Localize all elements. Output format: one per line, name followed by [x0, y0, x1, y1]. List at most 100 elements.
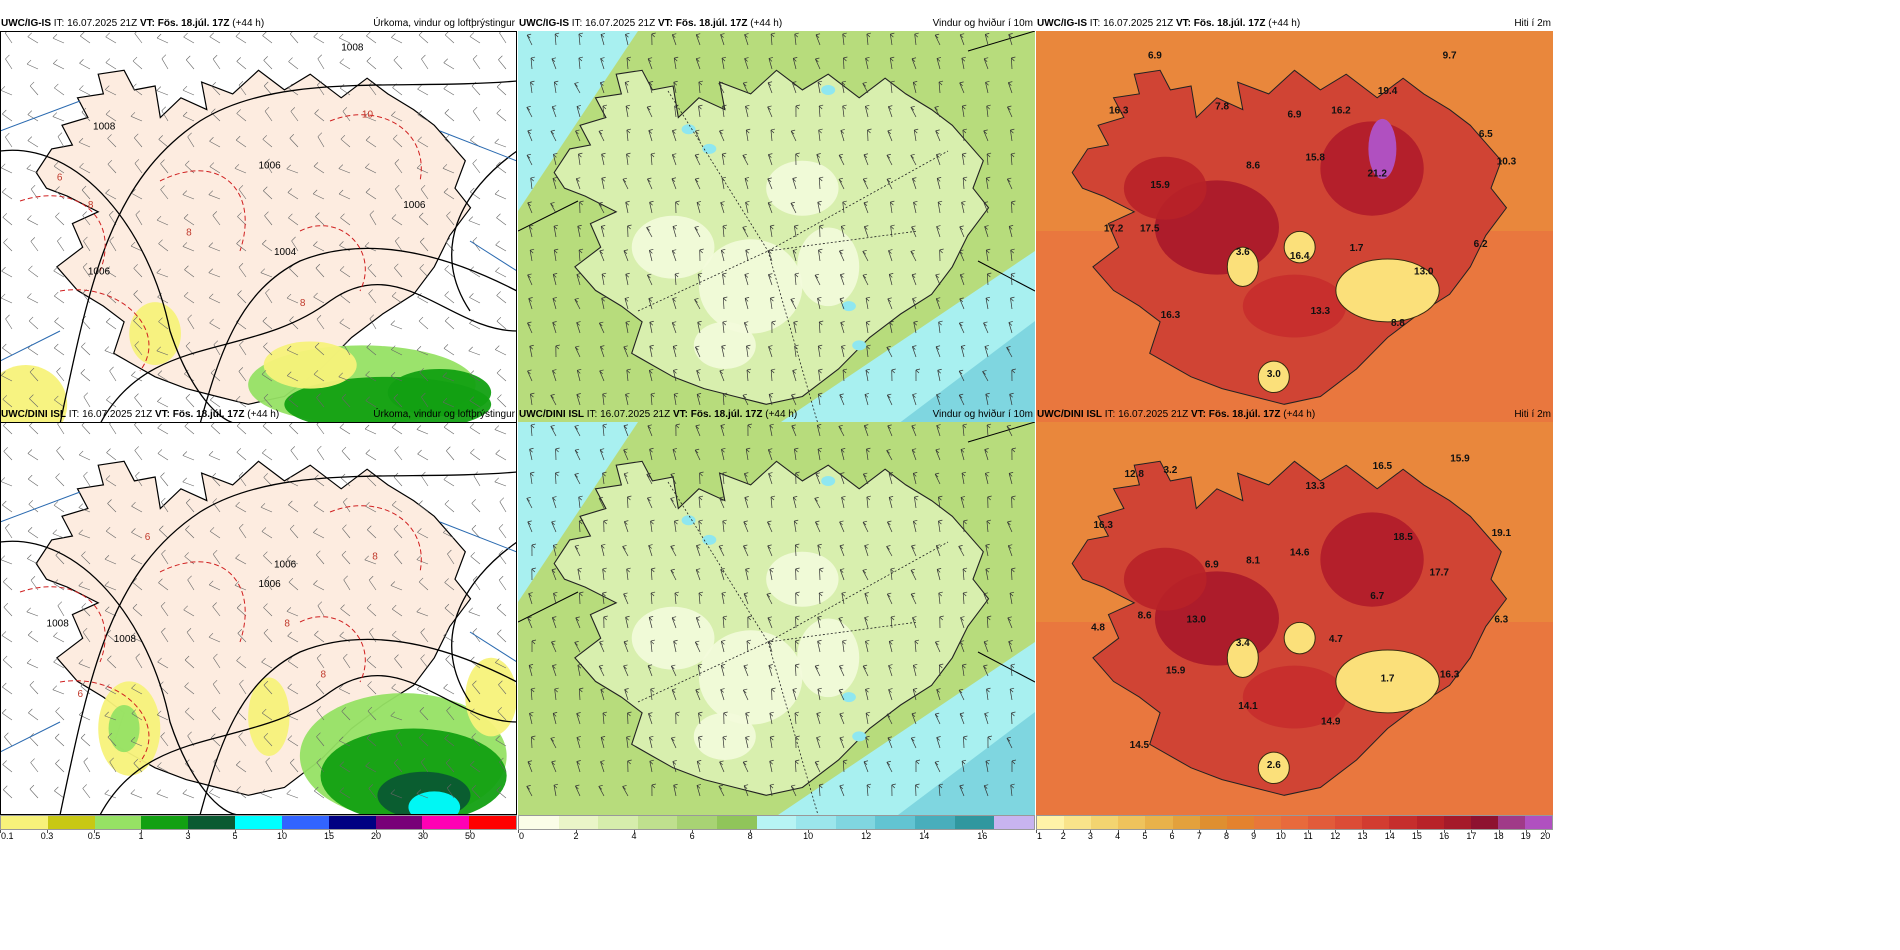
colorbar-swatch [1280, 816, 1309, 829]
colorbar-tick-label: 17 [1466, 831, 1477, 841]
colorbar-swatch [915, 816, 955, 829]
colorbar-swatch [235, 816, 282, 829]
colorbar-tick-mark [329, 830, 330, 833]
colorbar-tick-mark [924, 830, 926, 833]
precip-area [0, 365, 68, 424]
temperature-value: 6.9 [1148, 51, 1162, 62]
precip-area [465, 657, 517, 737]
colorbar-tick-label: 10 [1275, 831, 1286, 841]
temperature-value: 4.7 [1329, 634, 1343, 645]
colorbar-swatch [141, 816, 189, 829]
map-panel-wind: UWC/IG-IS IT: 16.07.2025 21Z VT: Fös. 18… [518, 17, 1035, 453]
vt-label: VT: [657, 18, 673, 29]
colorbar-tick-mark [94, 830, 95, 833]
vt-value: Fös. 18.júl. 17Z [690, 409, 763, 420]
temperature-value: 15.9 [1166, 666, 1186, 677]
temperature-value: 6.2 [1474, 239, 1488, 250]
panel-title: Vindur og hviður í 10m [932, 409, 1033, 420]
precip-area [248, 677, 290, 757]
colorbar-tick-label: 10 [276, 831, 288, 841]
temp-contour-label: 8 [88, 200, 94, 211]
colorbar-swatch [519, 816, 559, 829]
colorbar-tick-label: 15 [323, 831, 335, 841]
wind-calm-area [698, 630, 803, 725]
colorbar-tick-label: 6 [1169, 831, 1175, 841]
temperature-value: 16.3 [1093, 520, 1113, 531]
colorbar-tick-label: 0.1 [1, 831, 14, 841]
colorbar-tick-mark [47, 830, 48, 833]
panel-header: UWC/IG-IS IT: 16.07.2025 21Z VT: Fös. 18… [0, 17, 517, 31]
model: UWC/IG-IS [519, 18, 569, 29]
colorbar-tick-mark [1444, 830, 1446, 833]
colorbar-tick-label: 30 [417, 831, 429, 841]
colorbar-tick-mark [235, 830, 236, 833]
temperature-value: 15.9 [1150, 180, 1170, 191]
colorbar-tick-mark [982, 830, 984, 833]
colorbar-tick-label: 2 [573, 831, 579, 841]
colorbar-tick-mark [1389, 830, 1391, 833]
colorbar-tick-label: 16 [1439, 831, 1450, 841]
model: UWC/IG-IS [1, 18, 51, 29]
model: UWC/DINI ISL [1, 409, 66, 420]
colorbar-tick-label: 8 [1223, 831, 1229, 841]
temp-contour-label: 6 [57, 172, 63, 183]
temperature-value: 10.3 [1497, 157, 1517, 168]
colorbar-swatch [717, 816, 757, 829]
colorbar-tick-label: 0 [519, 831, 525, 841]
glacier-area [1335, 258, 1440, 323]
colorbar-tick-mark [1063, 830, 1065, 833]
colorbar-tick-mark [808, 830, 810, 833]
temperature-value: 7.8 [1215, 102, 1229, 113]
panel-title: Vindur og hviður í 10m [932, 18, 1033, 29]
colorbar-tick-label: 5 [1142, 831, 1148, 841]
it-value: 16.07.2025 21Z [585, 18, 656, 29]
colorbar-tick-mark [1362, 830, 1364, 833]
vt-label: VT: [139, 18, 155, 29]
colorbar-swatch [47, 816, 95, 829]
precip-area [108, 704, 140, 753]
colorbar-tick-label: 20 [370, 831, 382, 841]
temperature-value: 14.5 [1130, 740, 1150, 751]
glacier-area [1226, 246, 1259, 287]
panel-header: UWC/DINI ISL IT: 16.07.2025 21Z VT: Fös.… [518, 408, 1035, 422]
panel-title: Hiti í 2m [1514, 18, 1551, 29]
colorbar-tick-mark [1498, 830, 1500, 833]
temperature-value: 19.1 [1492, 528, 1512, 539]
temperature-value: 8.8 [1391, 318, 1405, 329]
colorbar-tick-label: 13 [1357, 831, 1368, 841]
isobar-label: 1008 [341, 43, 364, 54]
panel-title: Hiti í 2m [1514, 409, 1551, 420]
colorbar-tick-mark [1308, 830, 1310, 833]
colorbar [0, 815, 517, 830]
colorbar-tick-mark [518, 830, 519, 833]
wind-calm-area [797, 618, 860, 698]
colorbar-swatch [188, 816, 236, 829]
temperature-value: 13.0 [1414, 267, 1434, 278]
glacier-area [1283, 621, 1316, 655]
precip-area [387, 368, 492, 417]
temperature-value: 16.3 [1440, 669, 1460, 680]
colorbar-tick-label: 4 [631, 831, 637, 841]
colorbar-tick-mark [376, 830, 377, 833]
it-value: 16.07.2025 21Z [600, 409, 671, 420]
colorbar-tick-mark [0, 830, 1, 833]
model: UWC/IG-IS [1037, 18, 1087, 29]
temp-contour-label: 8 [372, 552, 378, 563]
it-label: IT: [53, 18, 65, 29]
vt-value: Fös. 18.júl. 17Z [1208, 409, 1281, 420]
colorbar-tick-label: 15 [1411, 831, 1422, 841]
lead: (+44 h) [750, 18, 783, 29]
colorbar-tick-mark [1117, 830, 1119, 833]
colorbar-tick-label: 3 [1087, 831, 1093, 841]
run-info: UWC/DINI ISL IT: 16.07.2025 21Z VT: Fös.… [1037, 408, 1315, 422]
run-info: UWC/IG-IS IT: 16.07.2025 21Z VT: Fös. 18… [1, 17, 264, 31]
temperature-value: 19.4 [1378, 86, 1398, 97]
colorbar-swatch [1470, 816, 1498, 829]
precip-area [263, 341, 357, 389]
temperature-value: 13.3 [1305, 481, 1325, 492]
temperature-value: 15.9 [1450, 453, 1470, 464]
temperature-value: 8.1 [1246, 555, 1260, 566]
temperature-value: 1.7 [1381, 673, 1395, 684]
colorbar-tick-mark [423, 830, 424, 833]
isobar-label: 1008 [114, 634, 137, 645]
